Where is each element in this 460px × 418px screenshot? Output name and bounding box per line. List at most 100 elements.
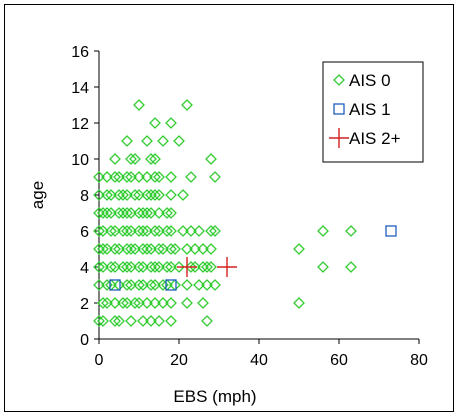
point-ais-0 xyxy=(145,261,157,273)
point-ais-0 xyxy=(185,171,197,183)
point-ais-0 xyxy=(197,297,209,309)
y-tick-label: 4 xyxy=(80,260,89,277)
y-tick-label: 0 xyxy=(80,332,89,349)
point-ais-0 xyxy=(149,279,161,291)
point-ais-0 xyxy=(149,261,161,273)
point-ais-0 xyxy=(149,189,161,201)
point-ais-0 xyxy=(193,225,205,237)
point-ais-0 xyxy=(125,279,137,291)
y-tick-label: 12 xyxy=(71,116,89,133)
point-ais-0 xyxy=(133,99,145,111)
point-ais-0 xyxy=(201,315,213,327)
legend-marker-ais-0 xyxy=(333,74,345,86)
point-ais-0 xyxy=(205,261,217,273)
point-ais-0 xyxy=(205,225,217,237)
point-ais-0 xyxy=(105,225,117,237)
point-ais-0 xyxy=(133,171,145,183)
x-axis-label: EBS (mph) xyxy=(173,387,256,406)
point-ais-0 xyxy=(125,207,137,219)
point-ais-0 xyxy=(133,189,145,201)
y-tick-label: 14 xyxy=(71,80,89,97)
point-ais-0 xyxy=(145,315,157,327)
point-ais-0 xyxy=(137,279,149,291)
point-ais-0 xyxy=(153,171,165,183)
y-tick-label: 8 xyxy=(80,188,89,205)
point-ais-0 xyxy=(93,243,105,255)
tick-labels: 0 2 4 6 8 10 12 14 16 0 20 40 60 80 xyxy=(71,44,428,369)
point-ais-0 xyxy=(165,315,177,327)
point-ais-0 xyxy=(93,207,105,219)
point-ais-0 xyxy=(141,189,153,201)
legend: AIS 0 AIS 1 AIS 2+ xyxy=(322,61,424,163)
point-ais-0 xyxy=(101,207,113,219)
point-ais-0 xyxy=(149,171,161,183)
point-ais-0 xyxy=(121,243,133,255)
point-ais-1 xyxy=(165,279,177,291)
point-ais-0 xyxy=(109,171,121,183)
point-ais-0 xyxy=(165,207,177,219)
point-ais-0 xyxy=(109,243,121,255)
point-ais-0 xyxy=(165,117,177,129)
point-ais-0 xyxy=(97,261,109,273)
point-ais-0 xyxy=(161,261,173,273)
point-ais-0 xyxy=(121,135,133,147)
point-ais-0 xyxy=(129,297,141,309)
point-ais-0 xyxy=(121,225,133,237)
y-tick-label: 6 xyxy=(80,224,89,241)
point-ais-0 xyxy=(137,207,149,219)
point-ais-0 xyxy=(121,189,133,201)
point-ais-0 xyxy=(113,315,125,327)
point-ais-0 xyxy=(109,261,121,273)
x-tick-label: 60 xyxy=(330,352,348,369)
legend-marker-ais-1 xyxy=(333,103,345,115)
point-ais-0 xyxy=(125,243,137,255)
point-ais-0 xyxy=(101,243,113,255)
point-ais-0 xyxy=(209,171,221,183)
point-ais-0 xyxy=(113,171,125,183)
point-ais-0 xyxy=(137,261,149,273)
point-ais-0 xyxy=(157,243,169,255)
point-ais-0 xyxy=(105,207,117,219)
point-ais-0 xyxy=(181,99,193,111)
point-ais-0 xyxy=(201,279,213,291)
point-ais-0 xyxy=(157,297,169,309)
point-ais-0 xyxy=(345,225,357,237)
legend-marker-ais-2 xyxy=(329,128,349,148)
point-ais-0 xyxy=(149,225,161,237)
point-ais-0 xyxy=(133,225,145,237)
point-ais-0 xyxy=(121,171,133,183)
chart-frame: 0 2 4 6 8 10 12 14 16 0 20 40 60 80 EBS (mph) age AIS… xyxy=(4,4,454,412)
point-ais-2 xyxy=(217,257,237,277)
point-ais-0 xyxy=(117,207,129,219)
point-ais-0 xyxy=(97,297,109,309)
point-ais-1 xyxy=(385,225,397,237)
point-ais-0 xyxy=(93,171,105,183)
point-ais-0 xyxy=(97,243,109,255)
point-ais-0 xyxy=(149,153,161,165)
point-ais-0 xyxy=(181,297,193,309)
point-ais-0 xyxy=(161,207,173,219)
point-ais-0 xyxy=(117,189,129,201)
point-ais-0 xyxy=(145,279,157,291)
point-ais-0 xyxy=(93,225,105,237)
point-ais-0 xyxy=(205,153,217,165)
point-ais-0 xyxy=(165,261,177,273)
point-ais-0 xyxy=(317,225,329,237)
point-ais-0 xyxy=(93,261,105,273)
y-tick-label: 16 xyxy=(71,44,89,61)
x-tick-label: 40 xyxy=(250,352,268,369)
point-ais-0 xyxy=(125,225,137,237)
point-ais-0 xyxy=(197,243,209,255)
point-ais-0 xyxy=(153,315,165,327)
point-ais-0 xyxy=(209,225,221,237)
point-ais-0 xyxy=(109,153,121,165)
point-ais-0 xyxy=(345,261,357,273)
point-ais-0 xyxy=(153,261,165,273)
point-ais-0 xyxy=(105,189,117,201)
point-ais-0 xyxy=(197,261,209,273)
point-ais-0 xyxy=(121,261,133,273)
point-ais-0 xyxy=(109,297,121,309)
point-ais-1 xyxy=(109,279,121,291)
point-ais-0 xyxy=(93,189,105,201)
point-ais-0 xyxy=(193,279,205,291)
